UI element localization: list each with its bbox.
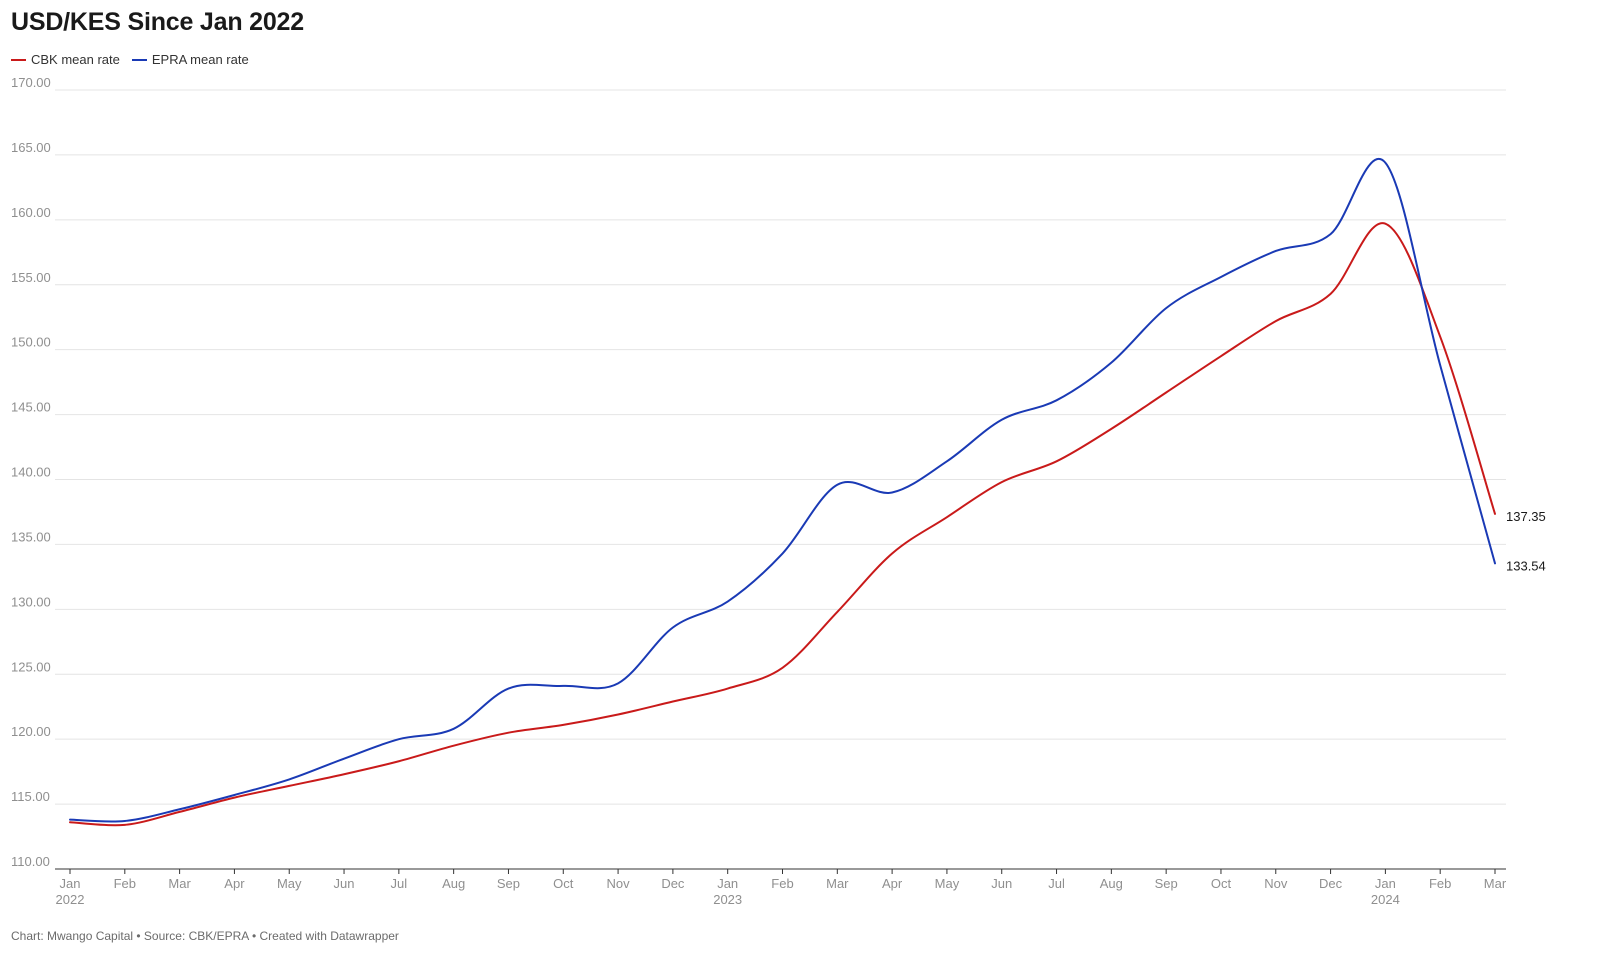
y-tick-label: 120.00: [11, 724, 51, 739]
x-tick-label: Jan: [717, 876, 738, 891]
x-tick-label: Dec: [1319, 876, 1343, 891]
chart-title: USD/KES Since Jan 2022: [11, 8, 304, 36]
x-tick-label: May: [935, 876, 960, 891]
x-tick-label: Mar: [826, 876, 849, 891]
x-tick-label: Mar: [1484, 876, 1507, 891]
y-tick-label: 115.00: [11, 789, 50, 804]
y-tick-label: 155.00: [11, 270, 51, 285]
x-tick-year-label: 2022: [56, 892, 85, 907]
x-tick-label: Jan: [60, 876, 81, 891]
legend-label-epra: EPRA mean rate: [151, 52, 249, 67]
x-tick-label: Jul: [1048, 876, 1065, 891]
x-tick-label: Oct: [553, 876, 574, 891]
chart-legend: CBK mean rate EPRA mean rate: [11, 52, 249, 67]
y-tick-label: 165.00: [11, 140, 51, 155]
y-tick-label: 130.00: [11, 594, 51, 609]
x-tick-label: Jul: [391, 876, 408, 891]
x-tick-year-label: 2024: [1371, 892, 1400, 907]
x-tick-label: Sep: [497, 876, 520, 891]
y-tick-label: 150.00: [11, 335, 51, 350]
x-tick-year-label: 2023: [713, 892, 742, 907]
end-labels: 137.35 133.54: [1506, 509, 1546, 573]
y-tick-label: 135.00: [11, 529, 51, 544]
y-axis-ticks: 110.00 115.00 120.00 125.00 130.00 135.00 140.…: [11, 75, 51, 869]
series-line-cbk: [69, 222, 1496, 827]
x-tick-label: Jan: [1375, 876, 1396, 891]
chart-footer: Chart: Mwango Capital • Source: CBK/EPRA…: [11, 929, 399, 943]
legend-item-cbk: CBK mean rate: [11, 52, 120, 67]
x-tick-label: Sep: [1155, 876, 1178, 891]
y-tick-label: 110.00: [11, 854, 50, 869]
x-tick-label: Oct: [1211, 876, 1232, 891]
legend-label-cbk: CBK mean rate: [31, 52, 120, 67]
x-tick-label: Apr: [882, 876, 903, 891]
x-tick-label: Feb: [114, 876, 136, 891]
y-tick-label: 140.00: [11, 465, 51, 480]
x-tick-label: Dec: [661, 876, 685, 891]
legend-swatch-epra: [131, 58, 147, 61]
x-tick-label: Mar: [168, 876, 191, 891]
x-tick-label: May: [277, 876, 302, 891]
x-tick-label: Aug: [1100, 876, 1123, 891]
x-tick-label: Feb: [1429, 876, 1451, 891]
y-tick-label: 145.00: [11, 400, 51, 415]
x-tick-label: Jun: [334, 876, 355, 891]
y-tick-label: 125.00: [11, 659, 51, 674]
x-tick-label: Nov: [607, 876, 631, 891]
end-label-cbk: 137.35: [1506, 509, 1546, 524]
end-label-epra: 133.54: [1506, 558, 1546, 573]
legend-item-epra: EPRA mean rate: [131, 52, 249, 67]
x-tick-label: Apr: [224, 876, 245, 891]
x-tick-label: Feb: [771, 876, 793, 891]
series-lines: [69, 158, 1496, 827]
y-tick-label: 160.00: [11, 205, 51, 220]
y-tick-label: 170.00: [11, 75, 51, 90]
gridlines: [55, 89, 1506, 870]
x-tick-label: Jun: [991, 876, 1012, 891]
series-line-epra: [69, 158, 1496, 823]
legend-swatch-cbk: [11, 58, 26, 61]
x-tick-label: Aug: [442, 876, 465, 891]
x-tick-label: Nov: [1264, 876, 1288, 891]
